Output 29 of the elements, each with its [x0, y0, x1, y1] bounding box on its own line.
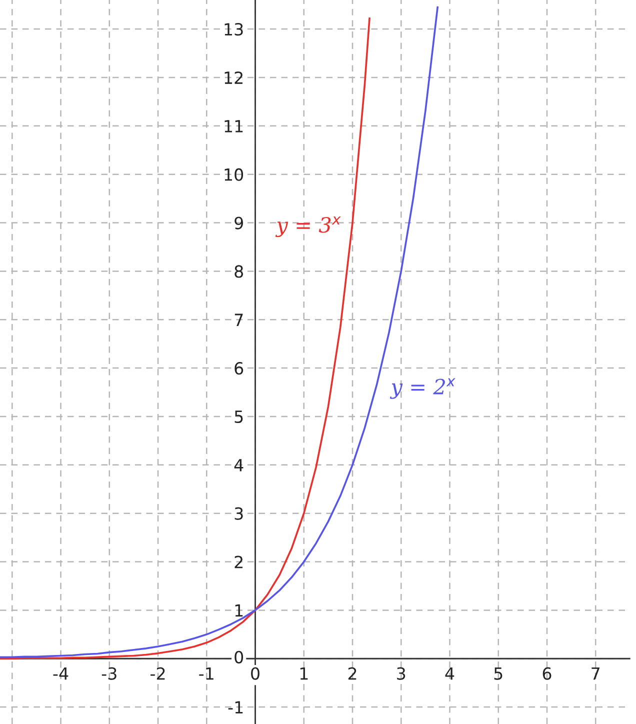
series-label: y = 2$^{x}$: [390, 378, 456, 399]
y-tick-label: 12: [224, 71, 242, 84]
y-tick-label: 7: [234, 314, 243, 326]
y-tick-label: 0: [234, 650, 244, 664]
y-tick-label: 11: [224, 120, 243, 132]
y-tick-label: 5: [234, 410, 243, 424]
y-tick-label: 10: [224, 168, 244, 181]
series-label: y = 3$^{x}$: [275, 216, 341, 238]
y-tick-label: 2: [234, 556, 242, 568]
x-tick-label: -4: [53, 667, 68, 680]
x-tick-label: -1: [199, 667, 214, 680]
x-tick-label: 5: [494, 667, 502, 680]
x-tick-label: 3: [397, 667, 406, 680]
y-tick-label: 13: [224, 23, 243, 36]
x-tick-label: 6: [542, 667, 552, 680]
x-tick-label: 7: [592, 667, 600, 680]
y-tick-label: 8: [234, 265, 244, 278]
x-tick-label: -2: [150, 667, 165, 680]
x-tick-label: -3: [102, 667, 116, 680]
x-tick-label: 2: [348, 667, 356, 680]
x-tick-label: 0: [251, 667, 260, 680]
x-tick-label: 1: [300, 667, 308, 680]
y-tick-label: 9: [234, 216, 243, 230]
y-tick-label: 1: [235, 604, 243, 617]
y-tick-label: -1: [228, 701, 243, 714]
x-tick-label: 4: [445, 667, 454, 680]
y-tick-label: 3: [234, 507, 243, 520]
y-tick-label: 6: [234, 362, 244, 375]
y-tick-label: 4: [234, 459, 244, 472]
